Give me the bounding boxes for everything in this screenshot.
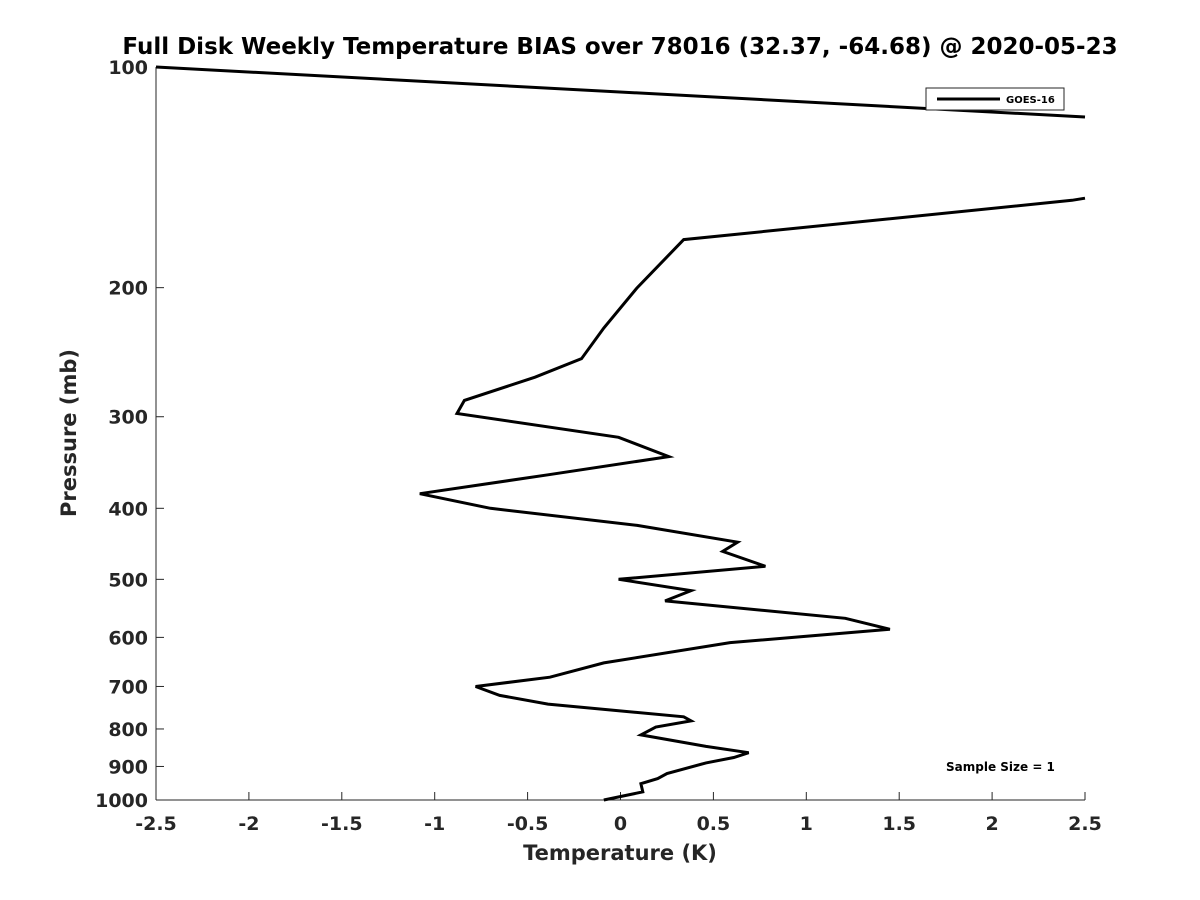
y-axis-label: Pressure (mb): [57, 349, 81, 517]
x-tick-label: 2: [985, 813, 998, 835]
x-tick-label: -2.5: [135, 813, 177, 835]
x-tick-label: 1.5: [882, 813, 916, 835]
y-tick-label: 300: [108, 407, 148, 429]
y-tick-label: 500: [108, 569, 148, 591]
y-tick-label: 700: [108, 676, 148, 698]
x-tick-label: -0.5: [507, 813, 549, 835]
x-tick-label: 2.5: [1068, 813, 1102, 835]
x-tick-label: 1: [800, 813, 813, 835]
series-line-segment: [419, 196, 1086, 802]
y-tick-label: 900: [108, 756, 148, 778]
x-tick-label: -1.5: [321, 813, 363, 835]
x-tick-label: 0: [614, 813, 627, 835]
x-tick-label: 0.5: [697, 813, 731, 835]
y-tick-label: 400: [108, 498, 148, 520]
y-ticks: 100 200 300 400 500 600 700 800 900 1000: [95, 57, 164, 812]
legend-entry: GOES-16: [1006, 95, 1055, 106]
y-tick-label: 600: [108, 627, 148, 649]
x-tick-label: -1: [424, 813, 445, 835]
chart-title: Full Disk Weekly Temperature BIAS over 7…: [122, 34, 1117, 60]
legend: GOES-16: [925, 87, 1065, 111]
x-axis-label: Temperature (K): [523, 841, 717, 865]
y-tick-label: 200: [108, 278, 148, 300]
y-tick-label: 800: [108, 719, 148, 741]
x-tick-label: -2: [238, 813, 259, 835]
plot-area: [156, 67, 1085, 800]
y-tick-label: 1000: [95, 790, 148, 812]
x-ticks: -2.5 -2 -1.5 -1 -0.5 0 0.5 1 1.5 2 2.5: [135, 792, 1102, 835]
y-tick-label: 100: [108, 57, 148, 79]
sample-size-annotation: Sample Size = 1: [946, 760, 1055, 774]
